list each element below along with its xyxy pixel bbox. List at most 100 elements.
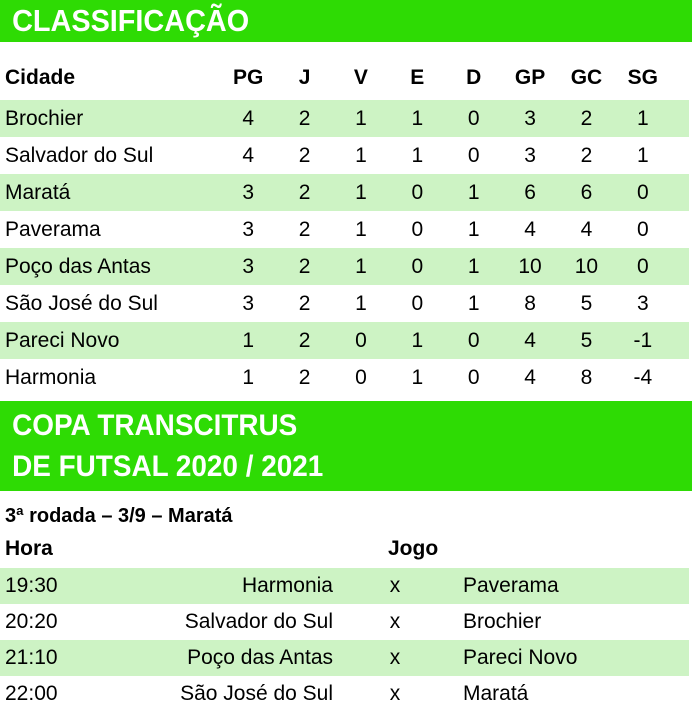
schedule-table: 19:30 Harmonia x Paverama 20:20 Salvador… (0, 568, 689, 712)
stat-sg: 0 (636, 181, 649, 204)
stat-v: 0 (355, 366, 367, 389)
stat-pg: 4 (242, 107, 255, 130)
stat-sg: 1 (636, 107, 649, 130)
table-row: Maratá 3 2 1 0 1 6 6 0 (0, 174, 689, 211)
stat-sg: 1 (636, 144, 649, 167)
stat-v: 0 (355, 329, 367, 352)
stat-v: 1 (355, 218, 367, 241)
stat-gc: 10 (574, 255, 599, 278)
home-team: Salvador do Sul (184, 610, 333, 633)
stat-e: 0 (411, 218, 424, 241)
team-name: Salvador do Sul (5, 144, 154, 167)
versus-separator: x (389, 574, 401, 597)
stat-j: 2 (298, 366, 311, 389)
stat-e: 1 (411, 329, 424, 352)
stat-gc: 5 (580, 292, 593, 315)
stat-j: 2 (298, 181, 311, 204)
team-name: Paverama (5, 218, 101, 241)
stat-d: 0 (467, 366, 480, 389)
team-name: Pareci Novo (5, 329, 120, 352)
team-name: Brochier (5, 107, 84, 130)
stat-pg: 3 (242, 255, 255, 278)
standings-table: Cidade PG J V E D GP GC SG Brochier 4 2 … (0, 56, 689, 396)
stat-e: 0 (411, 255, 424, 278)
standings-title-banner: CLASSIFICAÇÃO (0, 0, 692, 42)
schedule-header-row: Hora Jogo (0, 534, 689, 564)
stat-j: 2 (298, 292, 311, 315)
table-row: Brochier 4 2 1 1 0 3 2 1 (0, 100, 689, 137)
stat-d: 1 (467, 292, 480, 315)
match-time: 21:10 (5, 646, 58, 669)
stat-v: 1 (355, 181, 367, 204)
col-header-hora: Hora (5, 537, 53, 560)
team-name: Harmonia (5, 366, 97, 389)
team-name: São José do Sul (5, 292, 158, 315)
stat-j: 2 (298, 329, 311, 352)
stat-d: 1 (467, 255, 480, 278)
col-header-j: J (298, 66, 311, 89)
stat-gp: 8 (524, 292, 536, 315)
stat-d: 0 (467, 107, 480, 130)
stat-gp: 4 (524, 329, 536, 352)
stat-pg: 3 (242, 292, 255, 315)
stat-gc: 2 (580, 144, 593, 167)
stat-d: 0 (467, 329, 480, 352)
team-name: Maratá (5, 181, 71, 204)
table-row: São José do Sul 3 2 1 0 1 8 5 3 (0, 285, 689, 322)
cup-title-banner: COPA TRANSCITRUS DE FUTSAL 2020 / 2021 (0, 401, 692, 491)
match-row: 22:00 São José do Sul x Maratá (0, 676, 689, 712)
stat-d: 1 (467, 218, 480, 241)
stat-sg: 0 (636, 255, 649, 278)
table-row: Paverama 3 2 1 0 1 4 4 0 (0, 211, 689, 248)
away-team: Maratá (463, 682, 529, 705)
stat-gc: 5 (580, 329, 593, 352)
cup-title-line2: DE FUTSAL 2020 / 2021 (12, 450, 324, 483)
versus-separator: x (389, 646, 401, 669)
table-row: Poço das Antas 3 2 1 0 1 10 10 0 (0, 248, 689, 285)
col-header-e: E (410, 66, 425, 89)
stat-sg: -4 (633, 366, 653, 389)
team-name: Poço das Antas (5, 255, 151, 278)
stat-pg: 3 (242, 181, 255, 204)
stat-sg: 0 (636, 218, 649, 241)
match-time: 19:30 (5, 574, 58, 597)
stat-v: 1 (355, 255, 367, 278)
versus-separator: x (389, 610, 401, 633)
stat-e: 1 (411, 366, 424, 389)
standings-header-row: Cidade PG J V E D GP GC SG (0, 56, 689, 100)
away-team: Pareci Novo (463, 646, 578, 669)
match-row: 19:30 Harmonia x Paverama (0, 568, 689, 604)
home-team: Poço das Antas (187, 646, 333, 669)
stat-d: 0 (467, 144, 480, 167)
home-team: Harmonia (241, 574, 333, 597)
stat-sg: -1 (633, 329, 653, 352)
versus-separator: x (389, 682, 401, 705)
stat-j: 2 (298, 107, 311, 130)
col-header-gp: GP (514, 66, 546, 89)
away-team: Paverama (463, 574, 559, 597)
col-header-v: V (353, 66, 368, 89)
stat-gc: 2 (580, 107, 593, 130)
col-header-jogo: Jogo (388, 537, 439, 560)
col-header-cidade: Cidade (5, 66, 76, 89)
stat-gp: 4 (524, 366, 536, 389)
stat-gc: 6 (580, 181, 593, 204)
match-row: 20:20 Salvador do Sul x Brochier (0, 604, 689, 640)
stat-gc: 8 (580, 366, 593, 389)
stat-e: 1 (411, 144, 424, 167)
stat-v: 1 (355, 292, 367, 315)
standings-title: CLASSIFICAÇÃO (12, 3, 250, 38)
stat-e: 1 (411, 107, 424, 130)
col-header-d: D (466, 66, 482, 89)
stat-pg: 1 (242, 366, 255, 389)
stat-e: 0 (411, 181, 424, 204)
stat-gc: 4 (580, 218, 593, 241)
stat-j: 2 (298, 255, 311, 278)
stat-gp: 10 (518, 255, 542, 278)
col-header-gc: GC (570, 66, 603, 89)
stat-gp: 6 (524, 181, 536, 204)
stat-v: 1 (355, 107, 367, 130)
home-team: São José do Sul (180, 682, 333, 705)
stat-j: 2 (298, 144, 311, 167)
col-header-sg: SG (627, 66, 658, 89)
